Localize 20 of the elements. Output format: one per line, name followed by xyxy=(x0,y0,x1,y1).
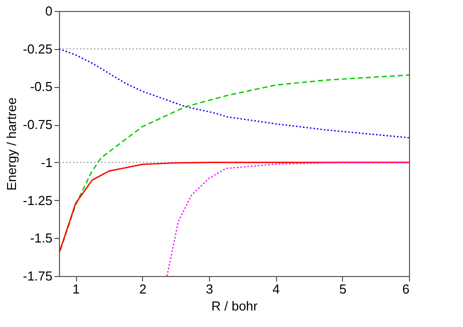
y-tick-label: -0.5 xyxy=(30,79,52,94)
y-tick-label: -1.5 xyxy=(30,230,52,246)
line-series xyxy=(60,74,409,251)
line-series xyxy=(166,162,409,276)
line-series xyxy=(59,162,409,254)
x-axis-title: R / bohr xyxy=(211,298,258,314)
x-tick-label: 3 xyxy=(206,282,214,296)
y-axis-title: Energy / hartree xyxy=(4,97,19,191)
x-tick-label: 5 xyxy=(339,282,346,296)
y-tick-label: -0.75 xyxy=(22,117,52,132)
x-tick-label: 2 xyxy=(139,282,146,296)
x-tick-label: 6 xyxy=(402,282,410,296)
y-tick-label: -1.75 xyxy=(22,268,52,284)
line-series xyxy=(59,48,409,138)
y-tick-label: -0.25 xyxy=(22,41,52,56)
y-tick-label: 0 xyxy=(45,4,52,18)
y-tick-label: -1.25 xyxy=(22,192,52,208)
x-tick-label: 1 xyxy=(72,282,80,296)
x-tick-label: 4 xyxy=(272,282,280,296)
y-tick-label: -1 xyxy=(40,154,52,170)
